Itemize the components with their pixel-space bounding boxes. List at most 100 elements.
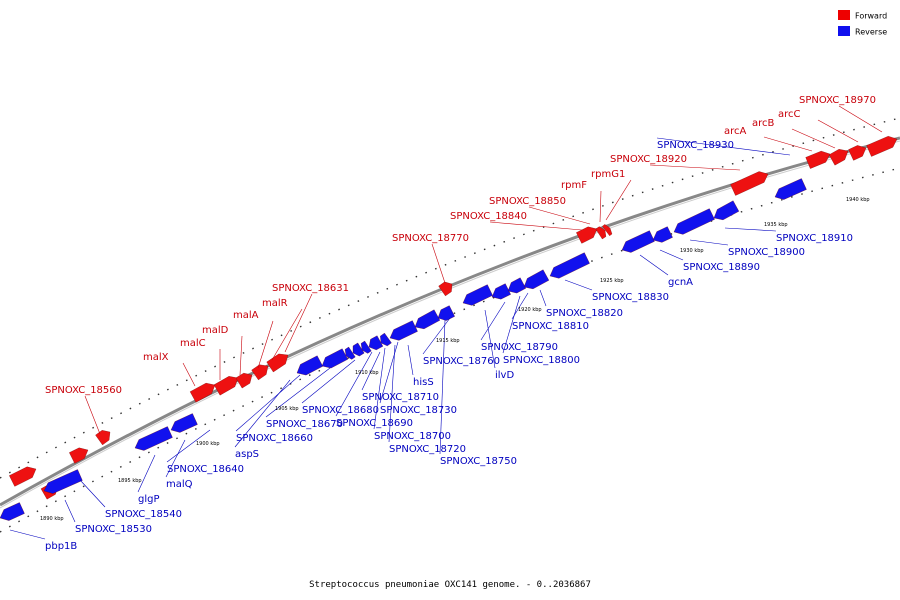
reverse-callout-line (64, 499, 76, 523)
reverse-gene-label: SPNOXC_18910 (776, 233, 853, 244)
reverse-callout-line (373, 347, 386, 430)
reverse-gene-arrow (134, 426, 173, 451)
forward-callout-line (817, 119, 859, 143)
reverse-gene-label: SPNOXC_18900 (728, 247, 805, 258)
reverse-callout-line (265, 367, 331, 418)
reverse-gene-label: SPNOXC_18890 (683, 262, 760, 273)
reverse-gene-arrow (713, 200, 740, 221)
forward-gene-label: malX (143, 352, 169, 363)
reverse-callout-line (388, 344, 396, 443)
forward-gene-label: rpmG1 (591, 169, 625, 180)
reverse-gene-label: SPNOXC_18670 (266, 419, 343, 430)
forward-gene-arrow (595, 226, 607, 240)
kbp-tick-label: 1895 kbp (118, 478, 142, 484)
forward-gene-arrow (828, 149, 849, 166)
forward-callout-line (257, 320, 274, 369)
reverse-callout-line (439, 319, 446, 455)
kbp-tick-label: 1935 kbp (764, 222, 788, 228)
forward-gene-label: arcA (724, 126, 747, 137)
kbp-tick-label: 1940 kbp (846, 197, 870, 203)
reverse-callout-line (235, 374, 301, 432)
reverse-gene-label: SPNOXC_18810 (512, 321, 589, 332)
reverse-gene-label: malQ (166, 479, 193, 490)
forward-callout-line (605, 179, 632, 221)
kbp-tick-label: 1905 kbp (275, 406, 299, 412)
reverse-gene-label: SPNOXC_18540 (105, 509, 182, 520)
forward-callout-line (431, 243, 446, 284)
reverse-callout-line (9, 529, 46, 540)
reverse-callout-line (564, 279, 593, 291)
forward-gene-label: SPNOXC_18850 (489, 196, 566, 207)
reverse-gene-label: SPNOXC_18690 (336, 418, 413, 429)
reverse-callout-line (639, 254, 669, 276)
reverse-gene-label: hisS (413, 377, 434, 388)
reverse-callout-line (511, 292, 529, 320)
kbp-tick-label: 1915 kbp (436, 338, 460, 344)
reverse-gene-arrow (507, 277, 527, 294)
forward-gene-label: arcB (752, 118, 775, 129)
forward-gene-arrow (235, 372, 253, 389)
reverse-gene-arrow (621, 230, 655, 253)
forward-gene-label: SPNOXC_18560 (45, 385, 122, 396)
reverse-callout-line (724, 227, 777, 232)
kbp-tick-label: 1900 kbp (196, 441, 220, 447)
reverse-callout-line (335, 351, 373, 417)
forward-gene-label: SPNOXC_18770 (392, 233, 469, 244)
forward-callout-line (649, 164, 741, 171)
kbp-tick-label: 1910 kbp (355, 370, 379, 376)
forward-gene-arrow (848, 145, 867, 161)
legend-forward-swatch (838, 10, 850, 20)
reverse-gene-label: SPNOXC_18730 (380, 405, 457, 416)
reverse-gene-arrow (321, 348, 349, 369)
reverse-gene-arrow (523, 269, 550, 290)
reverse-gene-label: SPNOXC_18800 (503, 355, 580, 366)
reverse-callout-line (137, 454, 156, 493)
forward-callout-line (599, 190, 602, 223)
reverse-gene-arrow (352, 342, 365, 357)
forward-gene-label: arcC (778, 109, 801, 120)
forward-track-dots (0, 117, 900, 479)
forward-gene-label: malC (180, 338, 206, 349)
reverse-gene-arrow (462, 284, 493, 306)
forward-gene-label: SPNOXC_18920 (610, 154, 687, 165)
forward-callout-line (528, 206, 591, 225)
reverse-gene-label: SPNOXC_18530 (75, 524, 152, 535)
reverse-gene-arrow (43, 469, 83, 494)
reverse-gene-label: SPNOXC_18750 (440, 456, 517, 467)
forward-callout-line (271, 308, 303, 361)
forward-gene-arrow (438, 281, 453, 297)
forward-callout-line (838, 105, 883, 133)
kbp-tick-label: 1925 kbp (600, 278, 624, 284)
legend: Forward Reverse (838, 10, 887, 37)
reverse-callout-line (165, 439, 186, 478)
reverse-callout-line (689, 239, 729, 246)
reverse-callout-line (407, 344, 414, 376)
reverse-gene-arrow (774, 178, 807, 200)
reverse-callout-line (379, 341, 399, 404)
reverse-gene-label: SPNOXC_18700 (374, 431, 451, 442)
forward-gene-arrow (576, 226, 598, 244)
kbp-tick-label: 1890 kbp (40, 516, 64, 522)
forward-gene-label: malA (233, 310, 259, 321)
reverse-gene-arrow (360, 340, 372, 354)
reverse-gene-label: ilvD (495, 370, 514, 381)
reverse-callout-line (480, 301, 506, 341)
reverse-gene-label: gcnA (668, 277, 693, 288)
forward-callout-line (489, 221, 583, 231)
forward-gene-arrow (9, 466, 37, 487)
forward-gene-label: malR (262, 298, 288, 309)
forward-gene-label: malD (202, 325, 229, 336)
forward-callout-line (84, 395, 101, 435)
callout-layer (9, 105, 883, 540)
forward-gene-label: rpmF (561, 180, 587, 191)
forward-gene-arrow (266, 353, 289, 373)
forward-callout-line (763, 136, 813, 152)
reverse-callout-line (301, 359, 356, 404)
reverse-gene-arrow (368, 335, 384, 351)
reverse-gene-arrow (491, 283, 511, 300)
reverse-gene-label: SPNOXC_18820 (546, 308, 623, 319)
reverse-gene-arrow (673, 208, 715, 235)
reverse-callout-line (361, 351, 381, 391)
reverse-gene-label: SPNOXC_18720 (389, 444, 466, 455)
